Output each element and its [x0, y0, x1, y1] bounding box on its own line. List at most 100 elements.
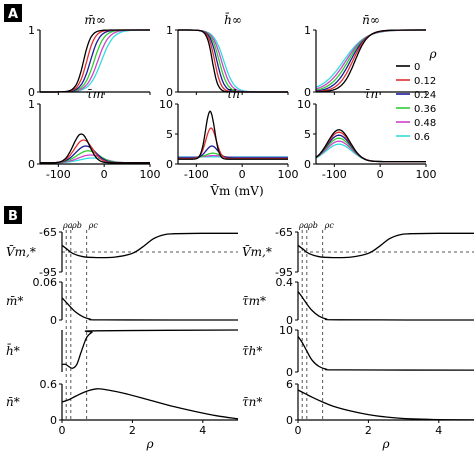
row-label-b-left-1: m̄*: [6, 294, 23, 308]
subplot-b-right-1: 0.4 0 τ̄m*: [242, 276, 474, 327]
legend-label-0.36: 0.36: [414, 104, 436, 115]
ytick-label-h_inf-1: 1: [166, 24, 173, 37]
xtick-label-tau_h--100: -100: [184, 168, 209, 181]
subplot-tau_n: 0 5 10 -100 0 100 τ̄n: [297, 87, 437, 181]
legend: ρ0 0.12 0.24 0.36 0.48 0.6: [396, 47, 437, 143]
subplot-b-right-2: 10 0 τ̄h*: [242, 324, 474, 379]
ytick-label-b-0: 0: [286, 366, 293, 379]
ytick-label-b-0: 0: [286, 414, 293, 427]
ytick-label-tau_h-5: 5: [166, 128, 173, 141]
subplot-n_inf: 0 1 n̄∞: [304, 13, 427, 99]
curve-n_inf-0: [315, 29, 426, 93]
curve-tau_h-0.12: [178, 127, 288, 160]
curve-b-left-1: [61, 297, 239, 321]
curve-n_inf-0.36: [315, 29, 426, 91]
panel-b-xlabel-left: ρ: [145, 437, 153, 451]
ytick-label-b-0: 0: [50, 414, 57, 427]
legend-label-0.24: 0.24: [414, 90, 436, 101]
ytick-label-tau_n-5: 5: [304, 128, 311, 141]
ytick-label-tau_n-10: 10: [297, 98, 311, 111]
ytick-label-b-10: 10: [279, 324, 293, 337]
ytick-label-m_inf-0: 0: [28, 86, 35, 99]
subplot-tau_h: 0 5 10 -100 0 100 τ̄h: [159, 87, 299, 181]
subplot-h_inf: 0 1 h̄∞: [166, 11, 289, 99]
legend-label-0.48: 0.48: [414, 118, 436, 129]
curve-m_inf-0.12: [40, 29, 150, 93]
subplot-b-right-3: 0 2 4 6 0 τ̄n*: [242, 378, 474, 437]
curve-tau_n-0.24: [315, 134, 426, 163]
ytick-label-tau_h-0: 0: [166, 158, 173, 171]
subplot-b-right-0: -65 -95V̄m,*: [242, 226, 474, 279]
panel-b-xlabel-right: ρ: [381, 437, 389, 451]
subplot-title-n_inf: n̄∞: [362, 13, 380, 27]
row-label-b-left-3: n̄*: [6, 395, 20, 409]
curve-h_inf-0.6: [178, 29, 288, 93]
panel-label-a-bg: [4, 4, 22, 22]
curve-m_inf-0.24: [40, 29, 150, 93]
ytick-label-n_inf-0: 0: [304, 86, 311, 99]
subplot-m_inf: 0 1 m̄∞: [28, 13, 151, 99]
ytick-label-m_inf-1: 1: [28, 24, 35, 37]
ytick-label-h_inf-0: 0: [166, 86, 173, 99]
ytick-label-tau_m-1: 1: [28, 98, 35, 111]
row-label-b-left-0: V̄m,*: [6, 244, 36, 259]
curve-m_inf-0: [40, 29, 150, 93]
row-label-b-right-3: τ̄n*: [242, 395, 262, 409]
curve-tau_n-0.36: [315, 137, 426, 163]
row-label-b-left-2: h̄*: [6, 342, 20, 358]
xtick-label-tau_m--100: -100: [46, 168, 71, 181]
row-label-b-right-1: τ̄m*: [242, 294, 266, 308]
curve-tau_h-0: [178, 110, 288, 160]
xtick-label-tau_m-0: 0: [101, 168, 108, 181]
xtick-label-b-2: 2: [365, 424, 372, 437]
xtick-label-b-4: 4: [435, 424, 442, 437]
curve-b-left-3: [61, 388, 239, 420]
curve-m_inf-0.6: [40, 29, 150, 93]
legend-label-0: 0: [414, 62, 420, 73]
ytick-label-b-6: 6: [286, 378, 293, 391]
subplot-b-left-3: 0 2 4 0.6 0 n̄*: [6, 378, 239, 437]
curve-b-right-0: [297, 232, 474, 259]
xtick-label-tau_n--100: -100: [322, 168, 347, 181]
rho-marker-label-right-1: ρb: [307, 221, 318, 230]
xtick-label-b-4: 4: [199, 424, 206, 437]
xtick-label-b-0: 0: [295, 424, 302, 437]
panel-a-xlabel: V̄m (mV): [209, 183, 263, 198]
curve-b-left-2: [61, 329, 239, 369]
ytick-label-b-0.6: 0.6: [40, 378, 58, 391]
xtick-label-tau_n-100: 100: [416, 168, 437, 181]
ytick-label-tau_m-0: 0: [28, 158, 35, 171]
curve-tau_m-0: [40, 133, 150, 164]
legend-label-0.6: 0.6: [414, 132, 430, 143]
xtick-label-b-2: 2: [129, 424, 136, 437]
subplot-b-left-0: -65 -95V̄m,*: [6, 226, 238, 279]
legend-title: ρ: [428, 47, 436, 61]
rho-marker-label-left-1: ρb: [71, 221, 82, 230]
ytick-label-tau_h-10: 10: [159, 98, 173, 111]
rho-marker-label-left-2: ρc: [88, 221, 99, 230]
ytick-label-n_inf-1: 1: [304, 24, 311, 37]
ytick-label-b--95: -95: [275, 266, 293, 279]
subplot-b-left-2: h̄*: [6, 329, 239, 372]
rho-marker-label-left-0: ρa: [62, 221, 73, 230]
ytick-label-b--95: -95: [39, 266, 57, 279]
curve-tau_n-0.48: [315, 140, 426, 163]
curve-b-right-2: [297, 335, 474, 371]
curve-tau_n-0: [315, 129, 426, 163]
curve-m_inf-0.48: [40, 29, 150, 93]
subplot-title-tau_h: τ̄h: [226, 87, 240, 101]
curve-b-right-3: [297, 389, 474, 421]
panel-label-a: A: [8, 7, 18, 22]
curve-m_inf-0.36: [40, 29, 150, 93]
curve-b-left-0: [61, 232, 238, 259]
panel-b-column-left: ρa ρb ρc -65 -95V̄m,* 0.06 0 m̄* h̄* 0 2 4 0.6 0 n̄* ρ: [6, 221, 239, 451]
rho-marker-label-right-2: ρc: [324, 221, 335, 230]
xtick-label-tau_h-0: 0: [239, 168, 246, 181]
row-label-b-right-0: V̄m,*: [242, 244, 272, 259]
ytick-label-b--65: -65: [275, 226, 293, 239]
curve-tau_m-0.12: [40, 139, 150, 164]
